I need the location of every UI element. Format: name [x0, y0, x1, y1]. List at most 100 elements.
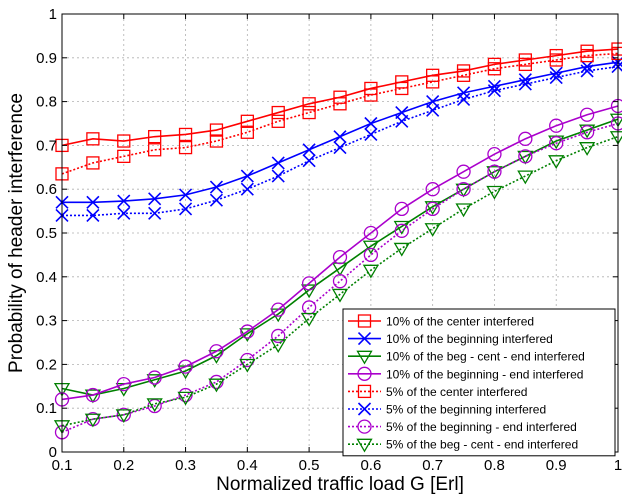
data-point [85, 387, 101, 403]
data-point [146, 398, 163, 413]
data-point [333, 97, 347, 111]
data-point [364, 116, 378, 131]
data-point [117, 149, 131, 164]
legend-item: 5% of the beg - cent - end interfered [348, 438, 578, 453]
data-point [209, 344, 224, 359]
data-point [426, 75, 440, 89]
y-tick-label: 0.8 [36, 94, 57, 111]
data-point [364, 88, 378, 102]
data-point [549, 136, 564, 151]
data-point [271, 328, 286, 344]
legend-item: 5% of the center interfered [348, 384, 527, 399]
data-point [518, 73, 532, 87]
data-point [178, 202, 193, 216]
data-point [115, 409, 132, 424]
data-point [240, 182, 254, 196]
legend-item: 5% of the beginning - end interfered [348, 419, 577, 434]
legend-item: 10% of the center interfered [348, 314, 534, 329]
data-point [456, 92, 471, 106]
data-point [302, 97, 316, 111]
data-point [148, 143, 162, 157]
y-tick-label: 0.1 [36, 400, 57, 417]
y-tick-label: 0 [49, 444, 57, 461]
series-line [61, 52, 619, 175]
data-point [549, 118, 564, 133]
series-layer [53, 42, 622, 440]
x-tick-label: 1 [614, 457, 622, 474]
x-tick-label: 0.8 [484, 457, 505, 474]
data-point [86, 208, 100, 223]
data-point [425, 182, 440, 197]
data-point [456, 164, 471, 179]
data-point [456, 86, 471, 100]
data-point [271, 105, 285, 120]
data-point [116, 376, 131, 392]
y-tick-label: 0.3 [36, 313, 57, 330]
x-tick-label: 0.3 [175, 457, 196, 474]
data-point [271, 169, 285, 183]
legend-item: 10% of the beginning interfered [348, 332, 553, 346]
data-point [332, 274, 348, 289]
data-point [455, 183, 472, 198]
data-point [363, 247, 379, 263]
data-point [362, 240, 380, 255]
data-point [579, 107, 595, 122]
data-point [271, 156, 285, 170]
data-point [302, 143, 316, 157]
data-point [517, 150, 534, 165]
data-point [302, 154, 316, 168]
legend-item: 10% of the beg - cent - end interfered [348, 350, 585, 365]
x-tick-label: 0.2 [113, 457, 134, 474]
data-point [518, 131, 533, 146]
data-point [86, 132, 100, 146]
data-point [580, 48, 594, 63]
x-tick-label: 0.6 [360, 457, 381, 474]
data-point [333, 141, 347, 155]
data-point [240, 169, 254, 183]
data-point [487, 84, 502, 98]
data-point [487, 147, 502, 162]
data-point [271, 302, 286, 317]
series-2 [55, 55, 622, 209]
y-tick-label: 1 [49, 6, 57, 23]
data-point [302, 105, 316, 120]
y-tick-label: 0.7 [36, 137, 57, 154]
data-point [425, 201, 440, 217]
data-point [393, 220, 410, 235]
x-axis-label: Normalized traffic load G [Erl] [216, 474, 464, 495]
x-tick-label: 0.1 [52, 457, 73, 474]
legend-label: 5% of the beg - cent - end interfered [386, 438, 578, 452]
legend-label: 10% of the beginning interfered [386, 332, 553, 346]
y-tick-label: 0.9 [36, 50, 57, 67]
data-point [362, 264, 380, 279]
data-point [209, 134, 224, 148]
x-tick-label: 0.9 [546, 457, 567, 474]
y-axis-label: Probability of header interference [6, 93, 27, 373]
legend: 10% of the center interfered 10% of the b… [342, 308, 616, 457]
data-point [424, 223, 441, 237]
data-point [518, 57, 532, 72]
data-point [487, 79, 502, 93]
data-point [487, 62, 502, 76]
data-point [239, 328, 256, 343]
data-point [486, 166, 503, 180]
data-point [332, 249, 348, 265]
data-point [270, 339, 287, 353]
data-point [394, 201, 409, 217]
data-point [86, 156, 100, 170]
legend-label: 5% of the beginning - end interfered [386, 420, 577, 434]
data-point [209, 180, 224, 194]
data-point [240, 125, 254, 139]
data-point [393, 242, 410, 257]
data-point [148, 192, 162, 206]
data-point [209, 193, 224, 207]
data-point [301, 276, 317, 291]
data-point [178, 127, 193, 142]
data-point [517, 170, 534, 185]
legend-marker [357, 402, 372, 416]
data-point [240, 324, 255, 339]
data-point [333, 130, 347, 144]
legend-label: 10% of the beginning - end interfered [386, 367, 583, 381]
data-point [548, 155, 565, 170]
data-point [395, 81, 409, 96]
